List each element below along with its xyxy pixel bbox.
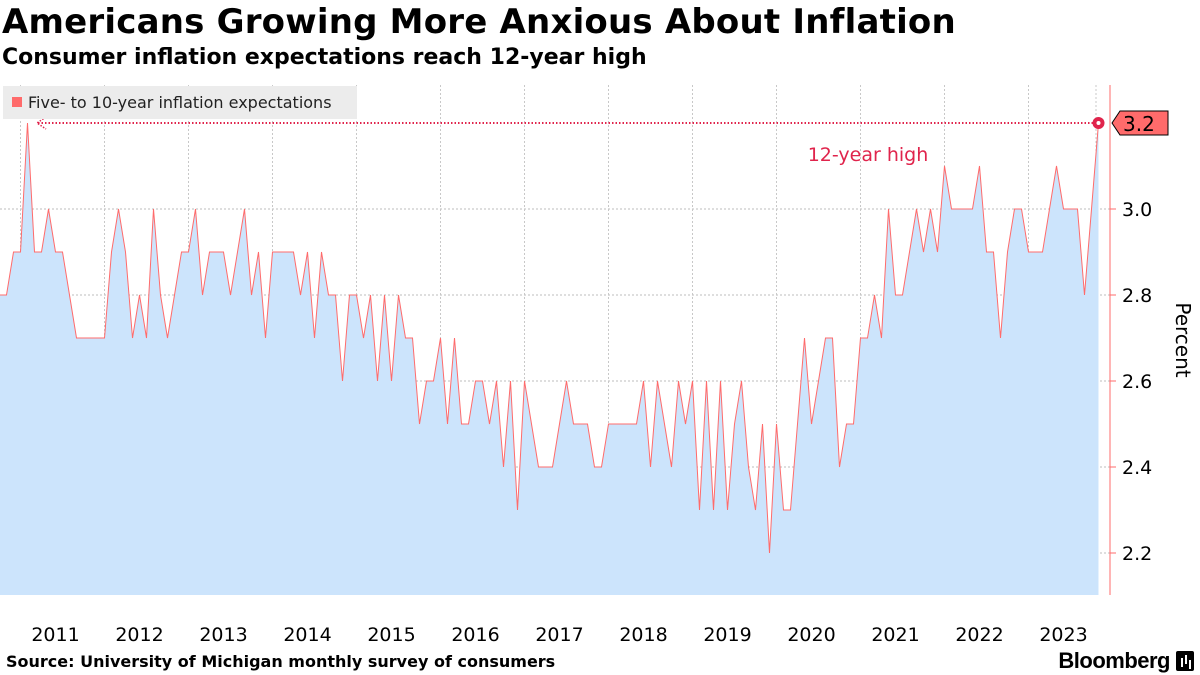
y-tick-label: 2.2 [1122, 543, 1152, 565]
x-tick-label: 2020 [787, 624, 835, 646]
latest-value-label: 3.2 [1123, 112, 1155, 136]
x-tick-label: 2016 [451, 624, 499, 646]
bloomberg-chart-icon [1176, 651, 1194, 671]
series-area-layer [0, 122, 1099, 595]
x-tick-label: 2014 [283, 624, 331, 646]
y-tick-label: 2.4 [1122, 457, 1152, 479]
latest-point-marker-center [1096, 121, 1101, 125]
x-tick-label: 2018 [619, 624, 667, 646]
chart-title: Americans Growing More Anxious About Inf… [2, 2, 956, 42]
x-tick-label: 2021 [871, 624, 919, 646]
y-tick-label: 2.6 [1122, 371, 1152, 393]
x-tick-label: 2022 [955, 624, 1003, 646]
legend-swatch [12, 97, 22, 107]
latest-value-tag [1111, 110, 1169, 136]
legend-background [3, 86, 357, 119]
x-tick-label: 2013 [199, 624, 247, 646]
y-tick-label: 2.8 [1122, 285, 1152, 307]
series-line [0, 122, 1099, 554]
y-axis-title: Percent [1171, 302, 1195, 377]
x-tick-label: 2023 [1039, 624, 1087, 646]
annotation-12-year-high: 12-year high [808, 144, 929, 166]
chart-subtitle: Consumer inflation expectations reach 12… [2, 45, 647, 70]
x-tick-label: 2019 [703, 624, 751, 646]
y-tick-label: 3.0 [1122, 199, 1152, 221]
axis-layer: 2.2 2.4 2.6 2.8 3.0 2011 2012 2013 2014 2015 2016 2… [31, 85, 1152, 646]
legend-label: Five- to 10-year inflation expectations [28, 93, 332, 112]
x-tick-label: 2017 [535, 624, 583, 646]
x-tick-label: 2012 [115, 624, 163, 646]
x-tick-label: 2015 [367, 624, 415, 646]
legend: Five- to 10-year inflation expectations [3, 86, 357, 119]
source-note: Source: University of Michigan monthly s… [6, 652, 556, 671]
annotation-layer: 12-year high 3.2 [35, 110, 1169, 166]
brand-logo-text: Bloomberg [1058, 648, 1170, 673]
series-area [0, 123, 1099, 595]
x-tick-label: 2011 [31, 624, 79, 646]
